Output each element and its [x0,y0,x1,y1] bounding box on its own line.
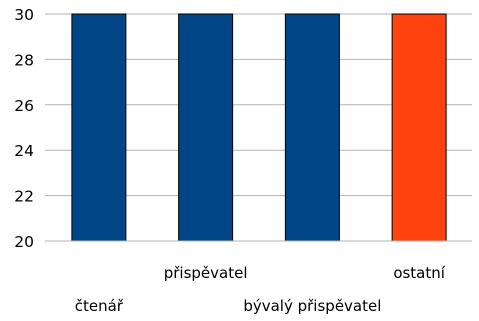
bar-segment-1 [178,13,234,242]
bars [71,13,447,242]
bar-segment-1 [71,13,127,242]
x-category-label: ostatní [393,264,445,282]
y-axis-ticks: 20 22 24 26 28 30 [14,6,34,251]
bar-segment-1 [284,13,340,242]
y-tick-label: 30 [14,6,34,24]
y-tick-label: 26 [14,97,34,115]
x-category-label: čtenář [75,297,124,315]
y-tick-label: 20 [14,233,34,251]
y-tick-label: 28 [14,51,34,69]
y-tick-label: 24 [14,142,34,160]
x-category-label: bývalý přispěvatel [243,297,381,315]
x-axis-categories: čtenář přispěvatel bývalý přispěvatel ostat… [75,264,446,315]
y-tick-label: 22 [14,188,34,206]
x-category-label: přispěvatel [164,264,248,282]
bar-segment-2 [391,13,447,242]
